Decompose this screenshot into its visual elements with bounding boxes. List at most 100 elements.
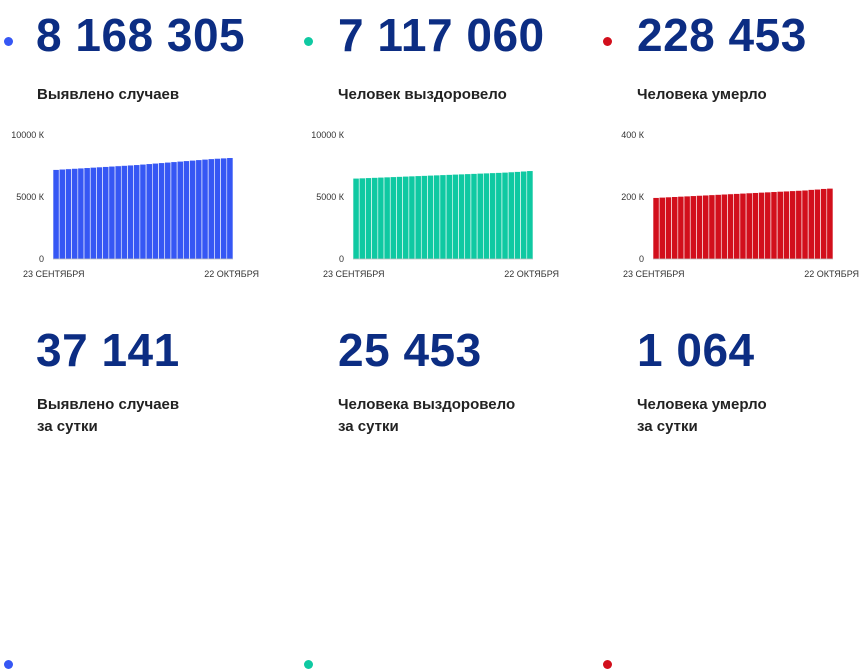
bar <box>164 161 172 260</box>
bar <box>127 164 134 260</box>
x-end-label: 22 ОКТЯБРЯ <box>504 269 559 279</box>
bar <box>658 197 666 260</box>
deaths-chart: 400 К 200 К 0 23 СЕНТЯБРЯ 22 ОКТЯБРЯ <box>621 130 859 279</box>
bar <box>170 161 178 260</box>
bar <box>102 166 110 260</box>
bar <box>201 159 209 260</box>
recovered-daily-label: Человека выздоровело за сутки <box>338 394 515 438</box>
y-tick-label: 0 <box>639 254 644 264</box>
cases-column: 8 168 305 Выявлено случаев 10000 К 5000 К… <box>0 0 280 669</box>
bar <box>795 190 803 260</box>
y-tick-label: 0 <box>39 254 44 264</box>
bar <box>764 191 772 260</box>
cases-total-label: Выявлено случаев <box>37 86 180 103</box>
bar <box>65 168 72 260</box>
recovered-total-value: 7 117 060 <box>338 9 545 61</box>
bar <box>501 172 509 260</box>
bar <box>739 192 747 260</box>
bar <box>814 188 821 260</box>
bar <box>464 173 472 260</box>
recovered-column: 7 117 060 Человек выздоровело 10000 К 500… <box>300 0 580 669</box>
bar <box>507 171 515 260</box>
bar <box>714 194 722 260</box>
bar <box>495 172 503 260</box>
cases-chart: 10000 К 5000 К 0 23 СЕНТЯБРЯ 22 ОКТЯБРЯ <box>11 130 259 279</box>
bar <box>696 195 703 260</box>
y-tick-label: 5000 К <box>316 192 345 202</box>
y-tick-label: 400 К <box>621 130 645 140</box>
bar <box>733 193 741 260</box>
bar <box>414 175 422 260</box>
bar <box>770 191 778 260</box>
bar <box>665 196 672 260</box>
bar <box>89 167 97 260</box>
x-end-label: 22 ОКТЯБРЯ <box>204 269 259 279</box>
recovered-daily-label-line-2: за сутки <box>338 418 399 435</box>
bar <box>433 174 441 260</box>
bar <box>801 189 809 260</box>
y-tick-label: 0 <box>339 254 344 264</box>
bar <box>727 193 734 260</box>
bar <box>96 166 103 260</box>
bar <box>71 168 79 260</box>
cases-daily-label-line-2: за сутки <box>37 418 98 435</box>
bar <box>120 165 128 260</box>
y-tick-label: 200 К <box>621 192 645 202</box>
bar <box>789 190 797 260</box>
bar <box>476 173 484 260</box>
deaths-daily-value: 1 064 <box>637 324 755 376</box>
deaths-daily-label-line-1: Человека умерло <box>637 396 767 413</box>
bar <box>758 192 766 260</box>
bar <box>152 162 159 260</box>
recovered-daily-dot-icon <box>304 660 313 669</box>
bar <box>207 158 215 260</box>
bar <box>702 194 710 260</box>
bar <box>752 192 759 260</box>
bar <box>58 168 66 260</box>
bar <box>158 162 166 260</box>
bar <box>708 194 716 260</box>
bar <box>377 176 385 260</box>
x-start-label: 23 СЕНТЯБРЯ <box>623 269 685 279</box>
recovered-dot-icon <box>304 37 313 46</box>
cases-daily-dot-icon <box>4 660 13 669</box>
bar <box>458 173 466 260</box>
bar <box>402 175 410 260</box>
cases-total-value: 8 168 305 <box>36 9 246 61</box>
bar <box>652 197 660 260</box>
bar <box>671 196 679 260</box>
bar <box>470 173 478 260</box>
bar <box>514 171 521 260</box>
bar <box>352 177 360 260</box>
deaths-dot-icon <box>603 37 612 46</box>
bar <box>396 176 403 260</box>
bar <box>139 163 147 260</box>
bar <box>52 169 60 260</box>
bar <box>220 157 228 260</box>
cases-daily-value: 37 141 <box>36 324 180 376</box>
bar <box>745 192 753 260</box>
bar <box>176 160 184 260</box>
bar <box>389 176 397 260</box>
bar <box>226 157 234 260</box>
bar <box>145 163 153 260</box>
bar <box>689 195 697 260</box>
bar <box>683 195 691 260</box>
bar <box>108 165 116 260</box>
bar <box>365 177 372 260</box>
x-end-label: 22 ОКТЯБРЯ <box>804 269 859 279</box>
deaths-total-label: Человека умерло <box>637 86 767 103</box>
bar <box>420 175 428 260</box>
recovered-daily-label-line-1: Человека выздоровело <box>338 396 516 413</box>
bar <box>427 174 434 260</box>
bar <box>183 160 190 260</box>
deaths-daily-label: Человека умерло за сутки <box>637 394 767 438</box>
bar <box>526 170 534 260</box>
recovered-chart: 10000 К 5000 К 0 23 СЕНТЯБРЯ 22 ОКТЯБРЯ <box>311 130 559 279</box>
bar <box>720 193 728 260</box>
bar <box>452 174 459 260</box>
y-tick-label: 10000 К <box>11 130 45 140</box>
x-start-label: 23 СЕНТЯБРЯ <box>23 269 85 279</box>
deaths-daily-label-line-2: за сутки <box>637 418 698 435</box>
bar <box>114 165 122 260</box>
